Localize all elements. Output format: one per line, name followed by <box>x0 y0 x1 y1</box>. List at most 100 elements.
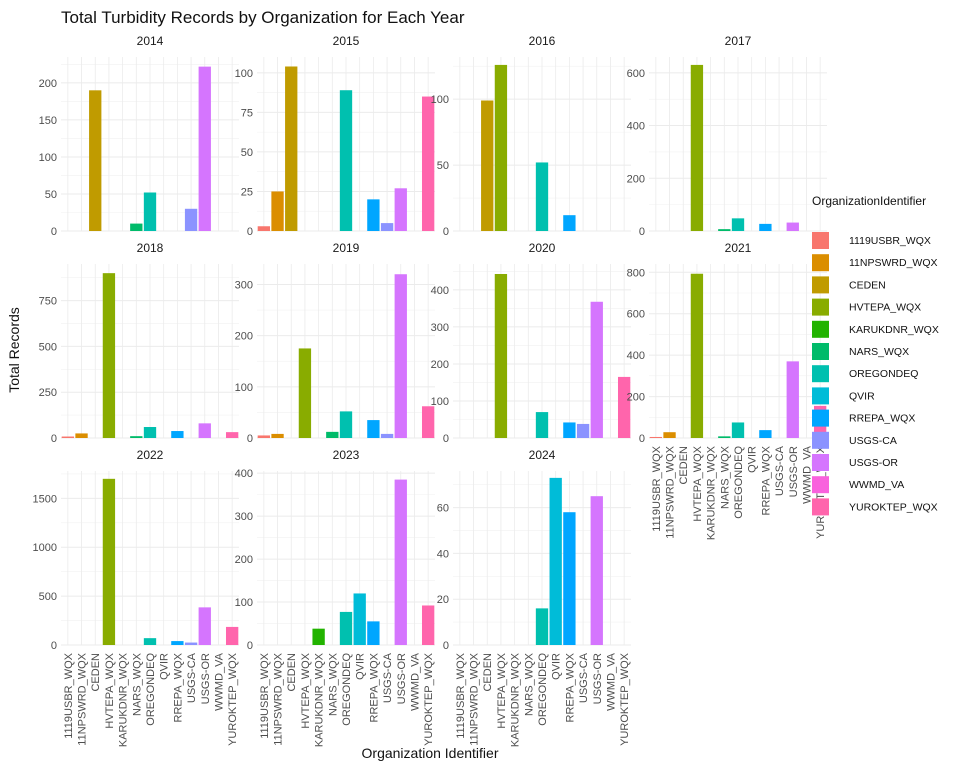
y-tick-label: 100 <box>235 382 253 394</box>
x-tick-label: KARUKDNR_WQX <box>510 652 522 747</box>
x-tick-label: NARS_WQX <box>327 652 339 716</box>
x-tick-label: YUROKTEP_WQX <box>619 652 631 746</box>
x-tick-label: QVIR <box>551 653 563 680</box>
x-tick-label: USGS-OR <box>592 653 604 704</box>
bar-2018-RREPA_WQX <box>171 431 184 438</box>
y-tick-label: 300 <box>431 322 449 334</box>
bar-2023-KARUKDNR_WQX <box>312 628 325 645</box>
y-tick-label: 0 <box>443 433 449 445</box>
y-tick-label: 200 <box>235 331 253 343</box>
x-tick-label: KARUKDNR_WQX <box>118 652 130 747</box>
bar-2022-HVTEPA_WQX <box>102 478 116 645</box>
facet-strip-label: 2019 <box>333 241 360 255</box>
bar-2015-RREPA_WQX <box>367 199 380 231</box>
facet-panel-2014: 2014 0 50 100 150 200 <box>39 34 239 238</box>
x-tick-label: 11NPSWRD_WQX <box>665 445 677 538</box>
bar-2019-1119USBR_WQX <box>257 435 271 438</box>
facet-panel-2018: 2018 0 250 500 750 <box>39 241 239 445</box>
x-tick-label: 1119USBR_WQX <box>259 652 271 738</box>
y-tick-label: 500 <box>39 591 57 603</box>
bar-2022-USGS-CA <box>184 642 198 645</box>
bar-2015-USGS-CA <box>380 223 394 231</box>
x-tick-label: OREGONDEQ <box>341 653 353 726</box>
bar-2021-USGS-OR <box>786 361 799 438</box>
facet-panel-2020: 2020 0 100 200 300 400 <box>431 241 631 445</box>
x-tick-label: RREPA_WQX <box>564 652 576 722</box>
bar-2017-HVTEPA_WQX <box>690 64 704 231</box>
bar-2020-OREGONDEQ <box>535 412 549 438</box>
facet-panel-2017: 2017 0 200 400 600 <box>627 34 827 238</box>
y-tick-label: 60 <box>437 503 449 515</box>
x-tick-label: HVTEPA_WQX <box>692 445 704 521</box>
y-tick-label: 1500 <box>33 493 57 505</box>
facet-strip-label: 2020 <box>529 241 556 255</box>
bar-2017-USGS-OR <box>786 222 799 231</box>
x-tick-label: USGS-OR <box>788 446 800 497</box>
legend-label: QVIR <box>849 390 875 402</box>
y-tick-label: 400 <box>235 468 253 480</box>
y-tick-label: 50 <box>437 160 449 172</box>
x-tick-label: 11NPSWRD_WQX <box>469 652 481 745</box>
bar-2014-NARS_WQX <box>130 223 143 231</box>
x-tick-label: 11NPSWRD_WQX <box>273 652 285 745</box>
bar-2024-USGS-OR <box>590 496 603 645</box>
legend-title: OrganizationIdentifier <box>812 194 926 208</box>
facet-panel-2024: 2024 0 20 40 60 1119USBR_WQX 11NPSWRD_WQX CEDEN… <box>437 448 631 747</box>
bar-2020-RREPA_WQX <box>563 422 576 438</box>
y-tick-label: 25 <box>241 186 253 198</box>
bar-2021-OREGONDEQ <box>731 422 745 438</box>
bar-2020-USGS-OR <box>590 301 603 438</box>
y-tick-label: 150 <box>39 115 57 127</box>
facet-panel-2021: 2021 0 200 400 600 800 1119USBR_WQX 11NPSWRD_WQ… <box>627 241 828 540</box>
y-tick-label: 200 <box>431 359 449 371</box>
y-tick-label: 300 <box>235 511 253 523</box>
bar-2024-OREGONDEQ <box>535 608 549 645</box>
bar-2019-USGS-OR <box>394 274 407 438</box>
x-tick-label: KARUKDNR_WQX <box>706 445 718 540</box>
x-tick-label: 1119USBR_WQX <box>651 445 663 531</box>
bar-2014-USGS-CA <box>184 208 198 231</box>
bar-2023-QVIR <box>353 593 366 645</box>
y-tick-label: 20 <box>437 594 449 606</box>
y-tick-label: 200 <box>235 554 253 566</box>
y-tick-label: 600 <box>627 309 645 321</box>
facet-panels: 2014050100150200201502550751002016050100… <box>33 34 828 747</box>
bar-2021-1119USBR_WQX <box>649 436 663 438</box>
chart-title: Total Turbidity Records by Organization … <box>61 8 465 27</box>
x-tick-label: USGS-OR <box>200 653 212 704</box>
x-tick-label: RREPA_WQX <box>368 652 380 722</box>
x-tick-label: HVTEPA_WQX <box>300 652 312 728</box>
legend-label: WWMD_VA <box>849 479 904 491</box>
bar-2022-YUROKTEP_WQX <box>225 626 239 645</box>
y-tick-label: 400 <box>627 350 645 362</box>
legend: OrganizationIdentifier 1119USBR_WQX 11NPS… <box>812 194 939 516</box>
y-tick-label: 200 <box>627 173 645 185</box>
legend-label: 11NPSWRD_WQX <box>849 257 938 269</box>
facet-strip-label: 2014 <box>137 34 164 48</box>
bar-2023-USGS-OR <box>394 479 407 645</box>
bar-2017-OREGONDEQ <box>731 218 745 231</box>
bar-2017-NARS_WQX <box>718 229 731 231</box>
y-tick-label: 600 <box>627 68 645 80</box>
facet-strip-label: 2018 <box>137 241 164 255</box>
x-tick-label: 11NPSWRD_WQX <box>77 652 89 745</box>
y-tick-label: 0 <box>247 226 253 238</box>
facet-panel-2015: 2015 0 25 50 75 100 <box>235 34 435 238</box>
bar-2014-OREGONDEQ <box>143 192 157 231</box>
bar-2021-HVTEPA_WQX <box>690 273 704 438</box>
bar-2016-RREPA_WQX <box>563 215 576 231</box>
x-tick-label: YUROKTEP_WQX <box>227 652 239 746</box>
bar-2021-11NPSWRD_WQX <box>663 432 676 438</box>
y-tick-label: 100 <box>235 597 253 609</box>
x-tick-label: USGS-CA <box>774 445 786 496</box>
x-tick-label: QVIR <box>747 446 759 473</box>
legend-swatch <box>812 498 829 516</box>
facet-strip-label: 2022 <box>137 448 164 462</box>
facet-panel-2023: 2023 0 100 200 300 400 1119USBR_WQX 11NPSWRD_WQ… <box>235 448 436 747</box>
x-tick-label: CEDEN <box>482 653 494 692</box>
bar-2015-11NPSWRD_WQX <box>271 191 284 231</box>
bar-2020-USGS-CA <box>576 423 590 438</box>
y-tick-label: 500 <box>39 341 57 353</box>
bar-2014-USGS-OR <box>198 66 211 231</box>
x-tick-label: RREPA_WQX <box>172 652 184 722</box>
